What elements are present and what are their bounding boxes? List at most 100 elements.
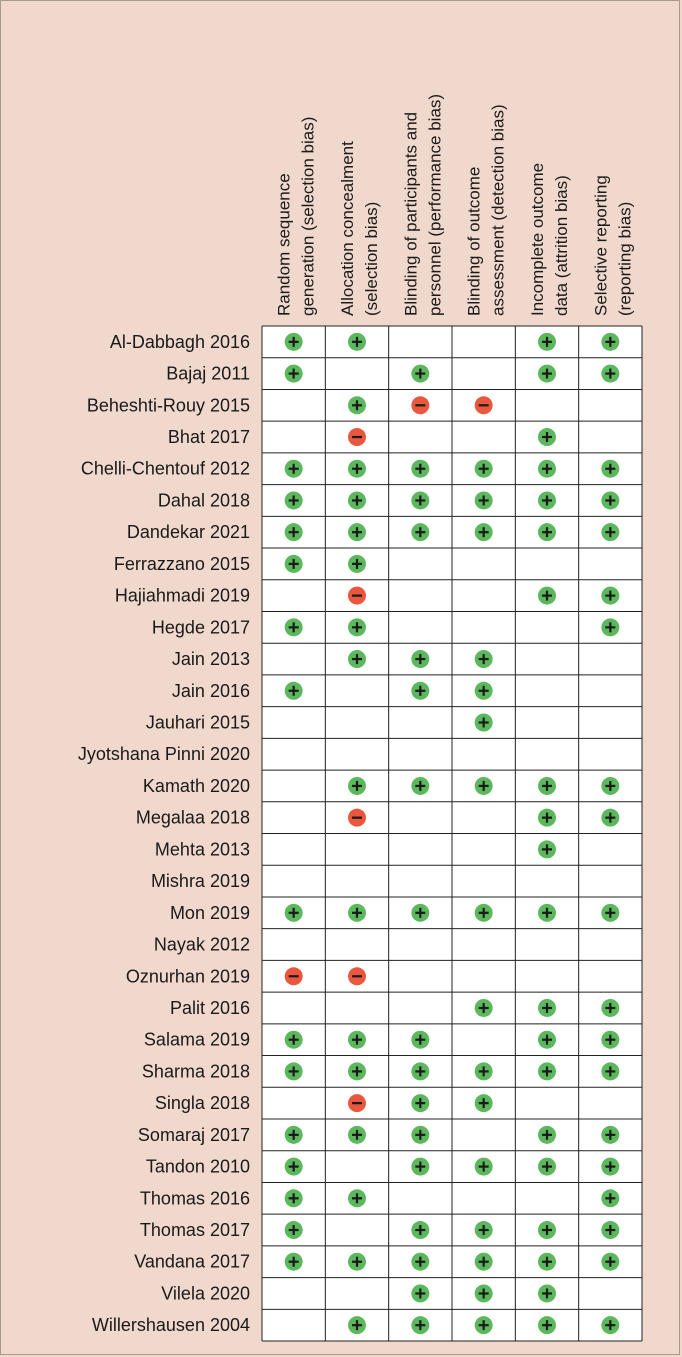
low-risk-icon xyxy=(538,998,556,1017)
low-risk-icon xyxy=(284,1221,303,1240)
low-risk-icon xyxy=(284,1189,303,1208)
column-header: Allocation concealment (selection bias) xyxy=(338,141,381,316)
low-risk-icon xyxy=(411,650,430,669)
low-risk-icon xyxy=(538,523,556,542)
column-header: Blinding of participants and personnel (p… xyxy=(401,94,444,316)
study-label: Jain 2016 xyxy=(172,681,250,701)
study-label: Tandon 2010 xyxy=(146,1157,250,1177)
study-label: Sharma 2018 xyxy=(142,1061,250,1081)
column-header-line: (selection bias) xyxy=(362,202,381,316)
low-risk-icon xyxy=(284,523,303,542)
low-risk-icon xyxy=(538,1221,556,1240)
low-risk-icon xyxy=(538,364,556,383)
high-risk-icon xyxy=(348,428,366,447)
high-risk-icon xyxy=(348,967,366,986)
low-risk-icon xyxy=(284,1157,303,1176)
low-risk-icon xyxy=(348,1189,366,1208)
study-label: Hegde 2017 xyxy=(152,617,250,637)
study-label: Mehta 2013 xyxy=(155,839,250,859)
low-risk-icon xyxy=(601,1157,620,1176)
low-risk-icon xyxy=(348,1252,366,1271)
low-risk-icon xyxy=(284,681,303,700)
study-label: Al-Dabbagh 2016 xyxy=(110,332,250,352)
column-header-line: assessment (detection bias) xyxy=(489,104,508,316)
high-risk-icon xyxy=(348,1094,366,1113)
low-risk-icon xyxy=(348,1125,366,1144)
low-risk-icon xyxy=(538,1284,556,1303)
low-risk-icon xyxy=(601,364,620,383)
low-risk-icon xyxy=(284,1030,303,1049)
low-risk-icon xyxy=(411,1252,430,1271)
low-risk-icon xyxy=(601,998,620,1017)
high-risk-icon xyxy=(284,967,303,986)
high-risk-icon xyxy=(348,586,366,605)
study-label: Oznurhan 2019 xyxy=(126,966,250,986)
low-risk-icon xyxy=(601,332,620,351)
low-risk-icon xyxy=(348,1062,366,1081)
low-risk-icon xyxy=(411,1221,430,1240)
study-label: Bajaj 2011 xyxy=(166,364,250,384)
low-risk-icon xyxy=(538,586,556,605)
low-risk-icon xyxy=(601,1252,620,1271)
low-risk-icon xyxy=(538,1157,556,1176)
low-risk-icon xyxy=(411,776,430,795)
low-risk-icon xyxy=(474,776,493,795)
low-risk-icon xyxy=(411,1030,430,1049)
low-risk-icon xyxy=(474,491,493,510)
low-risk-icon xyxy=(538,459,556,478)
low-risk-icon xyxy=(284,903,303,922)
study-label: Vandana 2017 xyxy=(134,1252,250,1272)
column-header: Incomplete outcome data (attrition bias) xyxy=(528,163,571,316)
low-risk-icon xyxy=(538,840,556,859)
low-risk-icon xyxy=(411,491,430,510)
low-risk-icon xyxy=(474,681,493,700)
study-label: Vilela 2020 xyxy=(161,1283,250,1303)
low-risk-icon xyxy=(348,332,366,351)
low-risk-icon xyxy=(538,1062,556,1081)
low-risk-icon xyxy=(284,491,303,510)
low-risk-icon xyxy=(348,618,366,637)
study-label: Jauhari 2015 xyxy=(146,713,250,733)
low-risk-icon xyxy=(348,396,366,415)
low-risk-icon xyxy=(474,713,493,732)
low-risk-icon xyxy=(601,1189,620,1208)
low-risk-icon xyxy=(348,903,366,922)
low-risk-icon xyxy=(474,903,493,922)
low-risk-icon xyxy=(474,1094,493,1113)
low-risk-icon xyxy=(601,1125,620,1144)
high-risk-icon xyxy=(411,396,430,415)
low-risk-icon xyxy=(411,1062,430,1081)
low-risk-icon xyxy=(284,459,303,478)
study-label: Megalaa 2018 xyxy=(136,808,250,828)
low-risk-icon xyxy=(348,459,366,478)
low-risk-icon xyxy=(411,1157,430,1176)
low-risk-icon xyxy=(474,523,493,542)
high-risk-icon xyxy=(474,396,493,415)
study-label: Dahal 2018 xyxy=(158,490,250,510)
low-risk-icon xyxy=(601,459,620,478)
column-header-line: Blinding of outcome xyxy=(465,167,484,316)
high-risk-icon xyxy=(348,808,366,827)
low-risk-icon xyxy=(284,1062,303,1081)
low-risk-icon xyxy=(284,1252,303,1271)
low-risk-icon xyxy=(601,808,620,827)
low-risk-icon xyxy=(284,332,303,351)
low-risk-icon xyxy=(474,1157,493,1176)
low-risk-icon xyxy=(474,1316,493,1335)
study-label: Salama 2019 xyxy=(144,1030,250,1050)
study-label: Kamath 2020 xyxy=(143,776,250,796)
low-risk-icon xyxy=(348,1030,366,1049)
low-risk-icon xyxy=(411,523,430,542)
low-risk-icon xyxy=(601,1062,620,1081)
study-label: Hajiahmadi 2019 xyxy=(115,586,250,606)
study-label: Willershausen 2004 xyxy=(92,1315,250,1335)
study-label: Somaraj 2017 xyxy=(138,1125,250,1145)
study-label: Dandekar 2021 xyxy=(127,522,250,542)
low-risk-icon xyxy=(538,1125,556,1144)
study-label: Palit 2016 xyxy=(170,998,250,1018)
study-label: Bhat 2017 xyxy=(168,427,250,447)
low-risk-icon xyxy=(474,1221,493,1240)
low-risk-icon xyxy=(474,1252,493,1271)
column-header: Random sequence generation (selection bia… xyxy=(275,117,318,316)
